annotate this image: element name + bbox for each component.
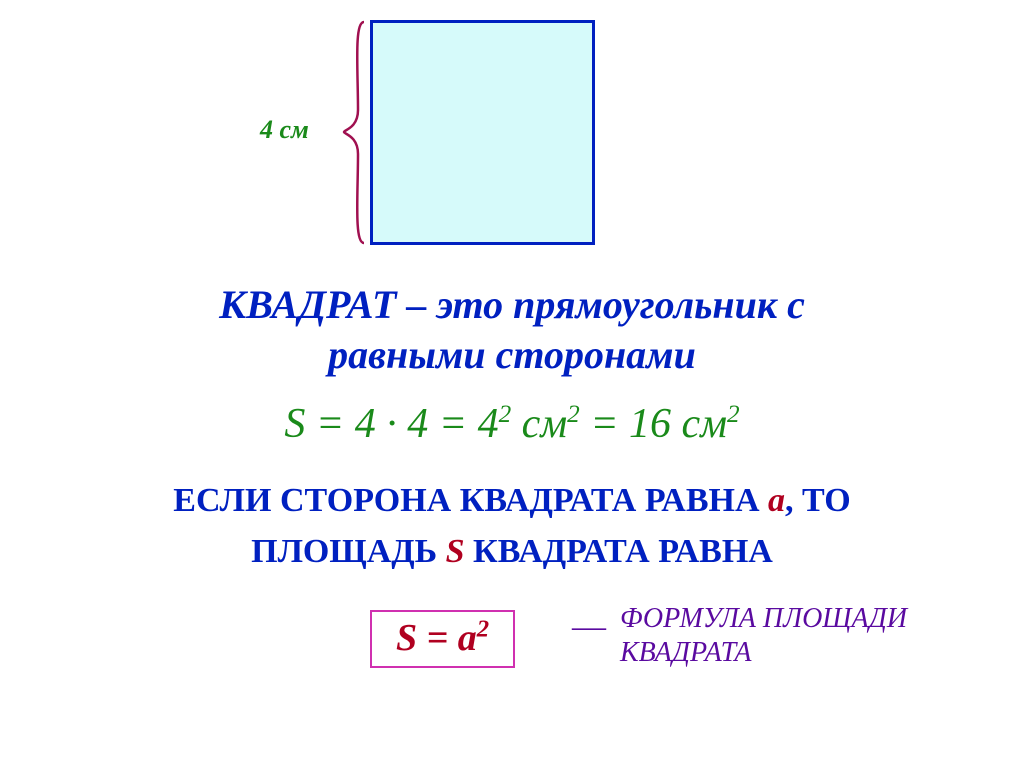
calculation-line: S = 4 · 4 = 42 см2 = 16 см2 bbox=[0, 400, 1024, 448]
rule-text: ЕСЛИ СТОРОНА КВАДРАТА РАВНА a, ТО ПЛОЩАД… bbox=[0, 475, 1024, 577]
calc-mid1: см bbox=[511, 401, 567, 447]
formula-label-line1: ФОРМУЛА ПЛОЩАДИ bbox=[620, 603, 907, 634]
definition-text: КВАДРАТ – это прямоугольник с равными ст… bbox=[0, 280, 1024, 380]
formula-prefix: S = a bbox=[396, 617, 477, 659]
definition-line1: КВАДРАТ – это прямоугольник с bbox=[219, 282, 805, 327]
formula-dash: — bbox=[572, 608, 606, 646]
calc-exp2: 2 bbox=[567, 401, 580, 428]
formula-box: S = a2 bbox=[370, 610, 515, 668]
square-shape bbox=[370, 20, 595, 245]
brace-icon bbox=[340, 20, 370, 245]
rule-part2: , ТО bbox=[785, 482, 851, 519]
calc-exp3: 2 bbox=[727, 401, 740, 428]
rule-part3: ПЛОЩАДЬ bbox=[251, 533, 446, 570]
rule-part1: ЕСЛИ СТОРОНА КВАДРАТА РАВНА bbox=[173, 482, 768, 519]
rule-part4: КВАДРАТА РАВНА bbox=[465, 533, 773, 570]
calc-prefix: S = 4 · 4 = 4 bbox=[284, 401, 498, 447]
formula-label: ФОРМУЛА ПЛОЩАДИ КВАДРАТА bbox=[620, 602, 907, 669]
definition-line2: равными сторонами bbox=[328, 332, 696, 377]
variable-s: S bbox=[446, 533, 465, 570]
formula-label-line2: КВАДРАТА bbox=[620, 637, 752, 668]
slide-canvas: 4 см КВАДРАТ – это прямоугольник с равны… bbox=[0, 0, 1024, 767]
side-length-label: 4 см bbox=[260, 115, 309, 145]
calc-mid2: = 16 см bbox=[580, 401, 727, 447]
variable-a: a bbox=[768, 482, 785, 519]
calc-exp1: 2 bbox=[499, 401, 512, 428]
formula-exp: 2 bbox=[477, 615, 489, 642]
